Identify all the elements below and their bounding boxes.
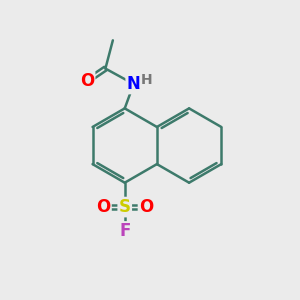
Text: O: O bbox=[80, 72, 94, 90]
Text: O: O bbox=[96, 198, 110, 216]
Text: S: S bbox=[119, 198, 131, 216]
Text: H: H bbox=[140, 74, 152, 88]
Text: F: F bbox=[119, 222, 130, 240]
Text: O: O bbox=[139, 198, 153, 216]
Text: N: N bbox=[127, 75, 141, 93]
